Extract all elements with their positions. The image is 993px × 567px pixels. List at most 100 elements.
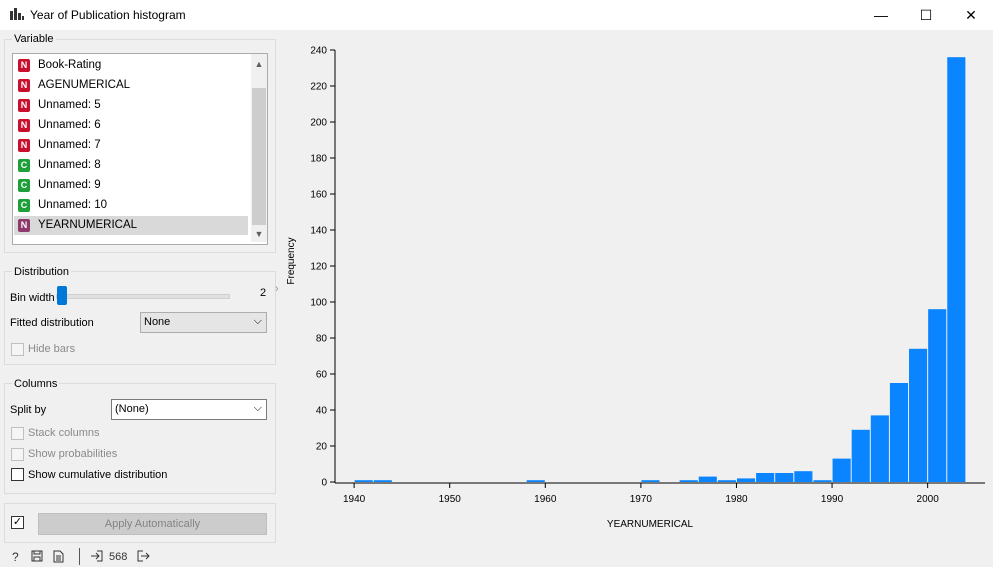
variable-type-badge: N [18,139,30,152]
bin-width-slider-handle[interactable] [57,286,67,305]
show-probabilities-checkbox[interactable] [11,448,24,461]
columns-group-label: Columns [12,378,60,390]
status-bar: ? 568 [0,545,280,567]
data-count: 568 [109,551,128,563]
x-tick-label: 1940 [343,494,366,505]
variable-list-item[interactable]: N Unnamed: 7 [14,136,248,155]
bin-width-label: Bin width [10,292,55,304]
histogram-bar [756,473,775,482]
y-tick-label: 200 [310,118,327,129]
variable-label: Unnamed: 6 [38,119,101,131]
show-cumulative-label: Show cumulative distribution [28,469,168,481]
variable-label: Unnamed: 9 [38,179,101,191]
histogram-bar [526,480,545,482]
title-bar: Year of Publication histogram — ☐ ✕ [0,0,993,30]
variable-group [4,39,276,253]
maximize-button[interactable]: ☐ [919,7,933,23]
show-cumulative-checkbox[interactable] [11,468,24,481]
apply-automatically-checkbox[interactable]: ✓ [11,516,24,529]
x-axis-label: YEARNUMERICAL [607,519,694,530]
distribution-group [4,271,276,365]
histogram-icon [10,8,24,20]
histogram-bar [736,478,756,482]
histogram-bar [354,480,373,482]
fitted-distribution-select[interactable]: None ⌵ [140,312,267,333]
variable-type-badge: N [18,59,30,72]
chevron-down-icon: ⌵ [253,402,262,414]
apply-automatically-button[interactable]: Apply Automatically [38,513,267,535]
y-tick-label: 140 [310,226,327,237]
y-tick-label: 180 [310,154,327,165]
histogram-bar [870,415,889,482]
variable-list-item[interactable]: N Unnamed: 5 [14,96,248,115]
histogram-bar [698,476,717,482]
histogram-bar [794,471,813,482]
variable-type-badge: N [18,79,30,92]
variable-list[interactable]: ▲ ▼ N Book-Rating N AGENUMERICAL N Unnamed: 5… [12,53,268,245]
variable-label: YEARNUMERICAL [38,219,138,231]
y-tick-label: 60 [316,370,328,381]
report-icon[interactable] [53,550,64,563]
hide-bars-checkbox[interactable] [11,343,24,356]
variable-type-badge: C [18,179,30,192]
variable-list-scrollbar[interactable]: ▲ ▼ [251,54,267,242]
x-tick-label: 1990 [821,494,844,505]
variable-type-badge: N [18,99,30,112]
help-icon[interactable]: ? [12,550,19,564]
output-data-icon [137,550,150,562]
scrollbar-thumb[interactable] [252,88,266,225]
variable-label: Unnamed: 10 [38,199,108,211]
y-axis-label: Frequency [286,237,297,284]
histogram-bar [947,57,966,482]
x-tick-label: 1970 [630,494,653,505]
variable-label: AGENUMERICAL [38,79,131,91]
histogram-bar [889,383,909,482]
histogram-bar [928,309,947,482]
close-button[interactable]: ✕ [965,7,977,23]
scroll-up-icon[interactable]: ▲ [254,59,264,69]
y-tick-label: 20 [316,442,328,453]
x-tick-label: 1950 [439,494,462,505]
variable-list-item[interactable]: C Unnamed: 8 [14,156,248,175]
y-tick-label: 160 [310,190,327,201]
stack-columns-checkbox[interactable] [11,427,24,440]
chevron-down-icon: ⌵ [253,315,262,327]
y-tick-label: 100 [310,298,327,309]
variable-type-badge: C [18,199,30,212]
variable-list-item[interactable]: C Unnamed: 9 [14,176,248,195]
y-tick-label: 240 [310,46,327,57]
window-title: Year of Publication histogram [30,8,186,22]
input-data-icon [91,550,103,562]
scroll-down-icon[interactable]: ▼ [254,229,264,239]
splitter-handle-icon[interactable]: › [275,283,279,295]
columns-group [4,383,276,494]
histogram-bar [641,480,660,482]
hide-bars-label: Hide bars [28,343,76,355]
variable-label: Unnamed: 7 [38,139,101,151]
variable-list-item[interactable]: N YEARNUMERICAL [14,216,248,235]
variable-type-badge: N [18,119,30,132]
variable-list-item[interactable]: N Book-Rating [14,56,248,75]
histogram-bar [813,480,832,482]
save-icon[interactable] [31,550,43,562]
variable-list-item[interactable]: C Unnamed: 10 [14,196,248,215]
variable-label: Unnamed: 8 [38,159,101,171]
split-by-value: (None) [115,403,149,415]
histogram-chart: 0 20 40 60 80 100 120 140 160 180 200 220 240 1940 195… [286,46,985,530]
bin-width-value: 2 [260,287,267,299]
variable-type-badge: N [18,219,30,232]
histogram-bar [851,429,870,482]
variable-list-item[interactable]: N AGENUMERICAL [14,76,248,95]
stack-columns-label: Stack columns [28,427,100,439]
y-tick-label: 80 [316,334,328,345]
fitted-distribution-label: Fitted distribution [10,317,94,329]
minimize-button[interactable]: — [874,7,888,23]
distribution-group-label: Distribution [12,266,72,278]
y-tick-label: 40 [316,406,328,417]
bin-width-slider-track[interactable] [56,294,230,299]
variable-label: Book-Rating [38,59,102,71]
variable-list-item[interactable]: N Unnamed: 6 [14,116,248,135]
histogram-bar [909,348,928,482]
split-by-select[interactable]: (None) ⌵ [111,399,267,420]
y-tick-label: 0 [321,478,327,489]
